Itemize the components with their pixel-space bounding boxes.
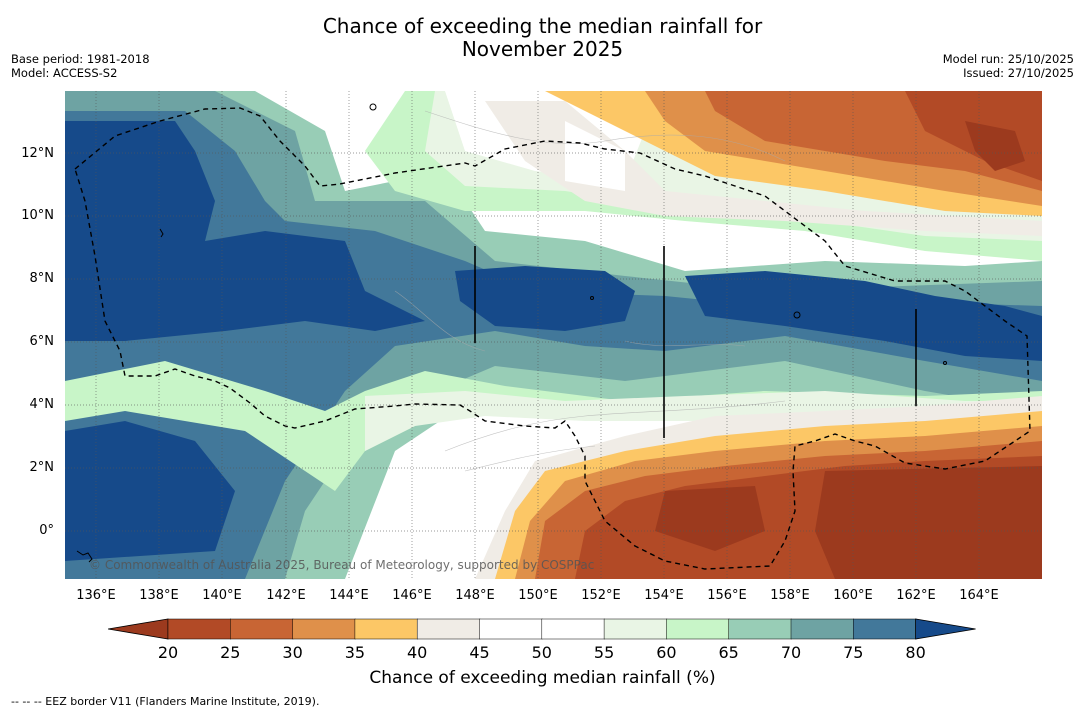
- model-name: Model: ACCESS-S2: [11, 66, 118, 80]
- lon-label: 154°E: [644, 588, 684, 603]
- lat-label: 2°N: [29, 460, 55, 475]
- lat-label: 12°N: [21, 146, 54, 161]
- colorbar-tick-label: 25: [220, 643, 241, 662]
- lon-label: 144°E: [329, 588, 369, 603]
- colorbar-segment: [728, 618, 792, 640]
- colorbar-tick-label: 75: [843, 643, 864, 662]
- colorbar-extend-low: [108, 618, 169, 640]
- lon-label: 150°E: [518, 588, 558, 603]
- colorbar-segment: [230, 618, 294, 640]
- lon-label: 160°E: [833, 588, 873, 603]
- contour-lines: [394, 110, 786, 472]
- colorbar-segment: [167, 618, 232, 640]
- colorbar-tick-label: 80: [905, 643, 926, 662]
- colorbar-segment: [603, 618, 668, 640]
- title-line-2: November 2025: [461, 37, 624, 61]
- lon-label: 164°E: [959, 588, 999, 603]
- rainfall-field: [65, 91, 1042, 579]
- colorbar-tick-label: 45: [469, 643, 490, 662]
- lon-label: 156°E: [707, 588, 747, 603]
- colorbar: [108, 618, 976, 640]
- colorbar-tick-label: 40: [407, 643, 428, 662]
- copyright-notice: © Commonwealth of Australia 2025, Bureau…: [89, 558, 595, 572]
- footnote: -- -- -- EEZ border V11 (Flanders Marine…: [11, 695, 320, 708]
- lon-label: 146°E: [392, 588, 432, 603]
- lat-label: 10°N: [21, 208, 54, 223]
- colorbar-tick-label: 35: [344, 643, 366, 662]
- eez-border: [74, 107, 1031, 570]
- lon-label: 162°E: [896, 588, 936, 603]
- colorbar-tick-label: 55: [593, 643, 615, 662]
- lon-label: 152°E: [581, 588, 621, 603]
- boundary-lines: [474, 246, 917, 438]
- colorbar-extend-high: [915, 618, 976, 640]
- islands: [76, 103, 947, 563]
- lon-label: 138°E: [139, 588, 179, 603]
- colorbar-segment: [354, 618, 418, 640]
- colorbar-segment: [292, 618, 356, 640]
- lat-label: 0°: [39, 523, 54, 538]
- lon-label: 140°E: [202, 588, 242, 603]
- colorbar-title: Chance of exceeding median rainfall (%): [369, 668, 716, 688]
- colorbar-tick-label: 65: [718, 643, 739, 662]
- colorbar-segment: [853, 618, 917, 640]
- colorbar-segment: [666, 618, 730, 640]
- lat-label: 4°N: [29, 397, 55, 412]
- lat-label: 8°N: [29, 271, 55, 286]
- colorbar-segment: [541, 618, 605, 640]
- colorbar-tick-label: 20: [157, 643, 179, 662]
- rainfall-map: [65, 91, 1042, 579]
- graticule: [65, 91, 1042, 579]
- lon-label: 148°E: [455, 588, 495, 603]
- base-period: Base period: 1981-2018: [11, 52, 150, 66]
- lon-label: 158°E: [770, 588, 810, 603]
- meta-left: Base period: 1981-2018 Model: ACCESS-S2: [11, 52, 150, 80]
- colorbar-tick-label: 60: [656, 643, 677, 662]
- lat-label: 6°N: [29, 334, 55, 349]
- colorbar-segment: [479, 618, 543, 640]
- title-line-1: Chance of exceeding the median rainfall …: [322, 14, 763, 38]
- colorbar-segment: [416, 618, 481, 640]
- map-title: Chance of exceeding the median rainfall …: [0, 15, 1085, 61]
- model-run: Model run: 25/10/2025: [942, 52, 1074, 66]
- lon-label: 142°E: [266, 588, 306, 603]
- meta-right: Model run: 25/10/2025 Issued: 27/10/2025: [943, 52, 1074, 80]
- colorbar-segment: [790, 618, 855, 640]
- issued-date: Issued: 27/10/2025: [963, 66, 1074, 80]
- lon-label: 136°E: [76, 588, 116, 603]
- colorbar-tick-label: 70: [780, 643, 802, 662]
- colorbar-tick-label: 50: [531, 643, 552, 662]
- colorbar-tick-label: 30: [282, 643, 303, 662]
